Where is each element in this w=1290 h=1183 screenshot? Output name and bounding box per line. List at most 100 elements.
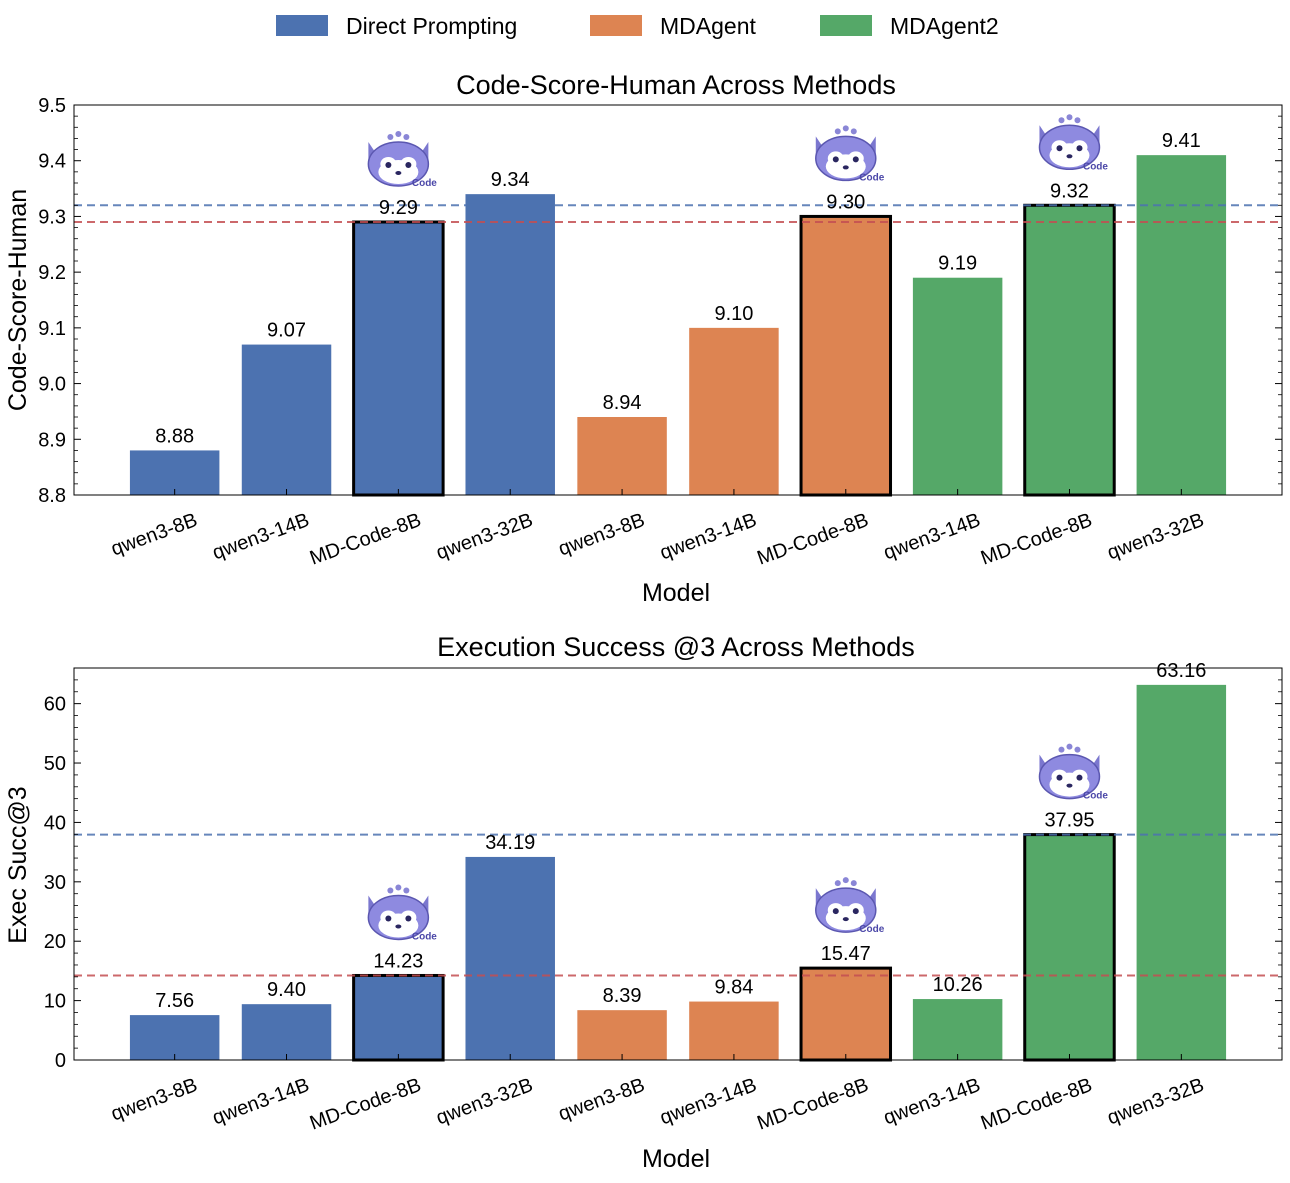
- bar: [241, 1004, 332, 1060]
- x-tick-label: MD-Code-8B: [307, 509, 424, 570]
- x-tick-label: MD-Code-8B: [754, 509, 871, 570]
- y-tick-label: 8.9: [38, 429, 66, 451]
- mascot-badge-icon: Code: [815, 124, 885, 183]
- value-label: 9.10: [714, 303, 753, 325]
- x-tick-label: qwen3-14B: [210, 1074, 313, 1129]
- value-label: 9.84: [714, 977, 753, 999]
- value-label: 63.16: [1156, 660, 1206, 682]
- value-label: 10.26: [933, 974, 983, 996]
- bar: [577, 1010, 667, 1060]
- mascot-badge-label: Code: [412, 178, 437, 189]
- y-tick-label: 20: [44, 931, 66, 953]
- value-label: 9.40: [267, 979, 306, 1001]
- x-tick-label: qwen3-32B: [1104, 1074, 1207, 1129]
- y-tick-label: 10: [44, 991, 66, 1013]
- legend-label-mdagent: MDAgent: [660, 13, 756, 39]
- plot-frame: [73, 667, 1283, 1061]
- bar-highlighted: [1023, 833, 1116, 1062]
- y-tick-label: 50: [44, 753, 66, 775]
- value-label: 9.19: [938, 253, 977, 275]
- x-tick-label: qwen3-32B: [1104, 509, 1207, 564]
- bar: [465, 194, 555, 495]
- legend-label-mdagent2: MDAgent2: [890, 13, 999, 39]
- x-tick-label: qwen3-14B: [881, 1074, 984, 1129]
- value-label: 9.30: [826, 191, 865, 213]
- bar: [129, 450, 220, 495]
- value-label: 8.39: [603, 985, 642, 1007]
- mascot-badge-label: Code: [859, 924, 884, 935]
- x-tick-label: qwen3-14B: [657, 1074, 760, 1129]
- y-tick-label: 9.3: [38, 206, 66, 228]
- y-tick-label: 30: [44, 872, 66, 894]
- bar: [129, 1015, 220, 1060]
- x-tick-label: qwen3-14B: [210, 509, 313, 564]
- mascot-badge-icon: Code: [367, 130, 437, 189]
- value-label: 8.94: [603, 392, 642, 414]
- y-axis-label: Code-Score-Human: [4, 189, 32, 411]
- x-tick-label: qwen3-8B: [108, 509, 200, 560]
- bar: [912, 999, 1003, 1060]
- code-score-chart: Code-Score-Human Across Methods 8.88 9.07…: [4, 70, 1283, 607]
- bar-highlighted: [799, 214, 893, 497]
- x-axis-label: Model: [642, 579, 710, 607]
- bar-highlighted: [352, 220, 445, 497]
- y-tick-label: 40: [44, 812, 66, 834]
- value-label: 9.07: [267, 320, 306, 342]
- x-tick-label: qwen3-8B: [556, 1074, 648, 1125]
- bar-highlighted: [352, 973, 445, 1062]
- bar: [465, 856, 555, 1060]
- y-tick-label: 9.4: [38, 151, 66, 173]
- value-label: 34.19: [485, 832, 535, 854]
- value-label: 15.47: [821, 943, 871, 965]
- legend-swatch-mdagent: [590, 15, 642, 36]
- x-tick-label: MD-Code-8B: [978, 509, 1095, 570]
- x-tick-label: qwen3-14B: [881, 509, 984, 564]
- mascot-badge-icon: Code: [1038, 113, 1108, 172]
- bar-highlighted: [1023, 203, 1116, 497]
- value-label: 9.41: [1162, 130, 1201, 152]
- value-label: 7.56: [155, 990, 194, 1012]
- x-axis-label: Model: [642, 1145, 710, 1173]
- mascot-badge-icon: Code: [367, 883, 437, 942]
- plot-frame: [73, 104, 1283, 496]
- chart-title: Execution Success @3 Across Methods: [437, 632, 915, 662]
- value-label: 9.29: [379, 197, 418, 219]
- value-label: 14.23: [373, 950, 423, 972]
- value-label: 9.34: [491, 169, 530, 191]
- bar: [1136, 684, 1227, 1060]
- x-tick-label: qwen3-32B: [433, 509, 536, 564]
- chart-title: Code-Score-Human Across Methods: [456, 70, 896, 100]
- bar: [689, 1001, 779, 1060]
- y-tick-label: 9.0: [38, 374, 66, 396]
- value-label: 9.32: [1050, 180, 1089, 202]
- legend: Direct Prompting MDAgent MDAgent2: [276, 13, 999, 39]
- x-tick-label: MD-Code-8B: [978, 1074, 1095, 1135]
- y-tick-label: 8.8: [38, 485, 66, 507]
- x-tick-label: qwen3-32B: [433, 1074, 536, 1129]
- x-tick-label: qwen3-14B: [657, 509, 760, 564]
- value-label: 37.95: [1044, 810, 1094, 832]
- bar: [912, 277, 1003, 495]
- y-tick-label: 9.2: [38, 262, 66, 284]
- value-label: 8.88: [155, 425, 194, 447]
- y-tick-label: 60: [44, 694, 66, 716]
- bar: [689, 327, 779, 495]
- mascot-badge-label: Code: [1083, 161, 1108, 172]
- mascot-badge-label: Code: [412, 931, 437, 942]
- x-tick-label: MD-Code-8B: [754, 1074, 871, 1135]
- y-tick-label: 9.1: [38, 318, 66, 340]
- x-tick-label: qwen3-8B: [108, 1074, 200, 1125]
- x-tick-label: qwen3-8B: [556, 509, 648, 560]
- x-tick-label: MD-Code-8B: [307, 1074, 424, 1135]
- legend-swatch-direct-prompting: [276, 15, 328, 36]
- mascot-badge-label: Code: [859, 172, 884, 183]
- y-tick-label: 9.5: [38, 95, 66, 117]
- legend-label-direct-prompting: Direct Prompting: [346, 13, 517, 39]
- bar: [241, 344, 332, 495]
- legend-swatch-mdagent2: [820, 15, 872, 36]
- y-axis-label: Exec Succ@3: [4, 786, 32, 943]
- bar: [1136, 155, 1227, 495]
- exec-success-chart: Execution Success @3 Across Methods 7.56…: [4, 632, 1283, 1173]
- mascot-badge-icon: Code: [815, 876, 885, 935]
